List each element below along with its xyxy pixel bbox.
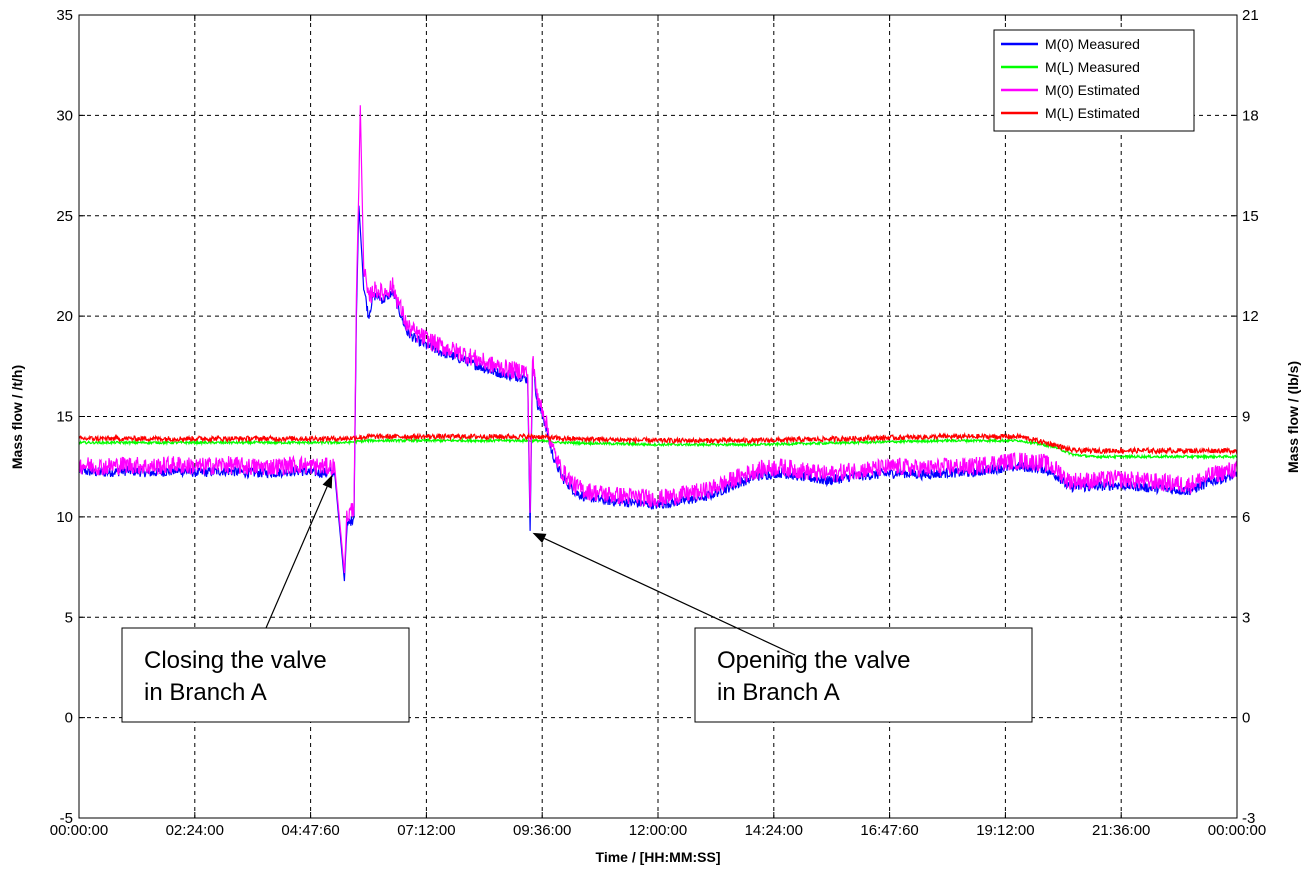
y-tick-label: 15 xyxy=(56,409,73,426)
annotation-box xyxy=(694,627,1033,723)
x-tick-label: 12:00:00 xyxy=(629,822,687,839)
x-axis-title: Time / [HH:MM:SS] xyxy=(596,849,721,865)
x-tick-label: 02:24:00 xyxy=(166,822,224,839)
y-tick-label: 5 xyxy=(65,609,73,626)
annotation-text: Opening the valve xyxy=(717,647,910,674)
y-tick-label: 20 xyxy=(56,308,73,325)
y-tick-label: 25 xyxy=(56,208,73,225)
y2-tick-label: 9 xyxy=(1242,409,1250,426)
y-tick-label: 10 xyxy=(56,509,73,526)
x-tick-label: 19:12:00 xyxy=(976,822,1034,839)
series-line-m-l-estimated xyxy=(78,431,1238,456)
legend-label: M(L) Estimated xyxy=(1045,105,1140,121)
legend-label: M(L) Measured xyxy=(1045,59,1140,75)
x-tick-label: 07:12:00 xyxy=(397,822,455,839)
annotation-box xyxy=(121,627,410,723)
legend-label: M(0) Estimated xyxy=(1045,82,1140,98)
axis-ticks: 00:00:00 02:24:00 04:47:60 07:12:00 09:36:00… xyxy=(50,7,1266,839)
x-tick-label: 16:47:60 xyxy=(860,822,918,839)
y2-tick-label: 21 xyxy=(1242,7,1259,24)
y-axis-title: Mass flow / /t/h) xyxy=(9,365,25,469)
annotation-arrowhead xyxy=(532,532,547,543)
annotation-arrow-line xyxy=(265,486,328,629)
legend-label: M(0) Measured xyxy=(1045,36,1140,52)
annotation-text: in Branch A xyxy=(144,679,267,706)
y2-axis-title: Mass flow / (lb/s) xyxy=(1285,361,1301,473)
y2-tick-label: 6 xyxy=(1242,509,1250,526)
x-tick-label: 21:36:00 xyxy=(1092,822,1150,839)
y2-tick-label: 3 xyxy=(1242,609,1250,626)
series-line-m-0-estimated xyxy=(78,105,1238,574)
y-tick-label: 30 xyxy=(56,107,73,124)
annotations: Closing the valve in Branch A Opening the … xyxy=(121,474,1033,723)
annotation-text: in Branch A xyxy=(717,679,840,706)
legend: M(0) Measured M(L) Measured M(0) Estimated… xyxy=(993,29,1195,132)
y-tick-label: 35 xyxy=(56,7,73,24)
x-tick-label: 00:00:00 xyxy=(50,822,108,839)
annotation-arrowhead xyxy=(322,474,333,489)
series-line-m-l-measured xyxy=(78,437,1238,460)
y2-tick-label: 18 xyxy=(1242,107,1259,124)
y2-tick-label: 12 xyxy=(1242,308,1259,325)
y-tick-label: -5 xyxy=(60,810,73,827)
y-tick-label: 0 xyxy=(65,710,73,727)
x-tick-label: 00:00:00 xyxy=(1208,822,1266,839)
y2-tick-label: 15 xyxy=(1242,208,1259,225)
x-tick-label: 04:47:60 xyxy=(281,822,339,839)
series-lines xyxy=(78,105,1238,582)
annotation-arrow-line xyxy=(544,537,796,656)
annotation-text: Closing the valve xyxy=(144,647,327,674)
x-tick-label: 09:36:00 xyxy=(513,822,571,839)
y2-tick-label: 0 xyxy=(1242,710,1250,727)
y2-tick-label: -3 xyxy=(1242,810,1255,827)
x-tick-label: 14:24:00 xyxy=(745,822,803,839)
